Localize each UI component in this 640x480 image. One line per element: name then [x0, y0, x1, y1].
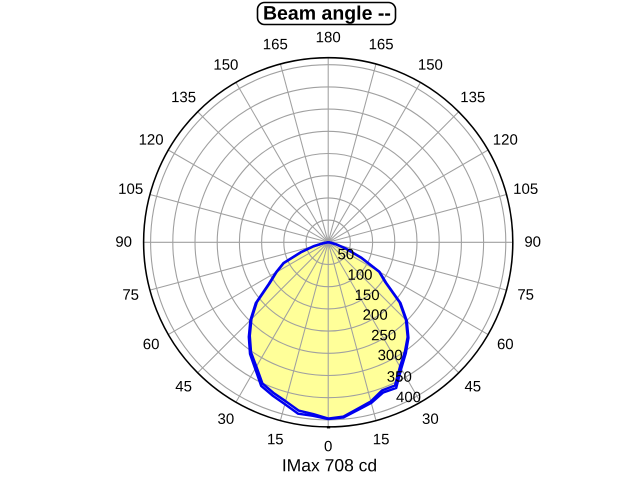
svg-text:75: 75 [517, 287, 534, 304]
svg-text:200: 200 [363, 307, 388, 324]
svg-text:120: 120 [493, 132, 518, 149]
svg-text:135: 135 [171, 89, 196, 106]
svg-text:15: 15 [373, 431, 390, 448]
svg-text:300: 300 [378, 347, 403, 364]
svg-text:105: 105 [118, 181, 143, 198]
svg-text:15: 15 [267, 431, 284, 448]
svg-text:135: 135 [460, 89, 485, 106]
svg-text:60: 60 [497, 336, 514, 353]
svg-text:50: 50 [338, 246, 355, 263]
svg-text:400: 400 [396, 389, 421, 406]
svg-text:165: 165 [263, 36, 288, 53]
svg-text:150: 150 [213, 57, 238, 74]
svg-text:100: 100 [347, 267, 372, 284]
svg-text:45: 45 [175, 378, 192, 395]
svg-text:120: 120 [139, 132, 164, 149]
svg-text:105: 105 [513, 181, 538, 198]
svg-text:Beam angle --: Beam angle -- [263, 3, 391, 25]
svg-text:90: 90 [524, 234, 541, 251]
svg-text:150: 150 [418, 57, 443, 74]
svg-text:30: 30 [422, 411, 439, 428]
svg-text:IMax 708 cd: IMax 708 cd [282, 455, 377, 475]
svg-text:45: 45 [464, 378, 481, 395]
svg-text:350: 350 [387, 369, 412, 386]
svg-text:60: 60 [143, 336, 160, 353]
svg-text:30: 30 [218, 411, 235, 428]
svg-text:0: 0 [324, 438, 332, 455]
svg-text:165: 165 [369, 36, 394, 53]
svg-text:90: 90 [115, 234, 132, 251]
svg-text:180: 180 [316, 29, 341, 46]
svg-text:75: 75 [122, 287, 139, 304]
svg-text:250: 250 [371, 327, 396, 344]
svg-text:150: 150 [355, 287, 380, 304]
